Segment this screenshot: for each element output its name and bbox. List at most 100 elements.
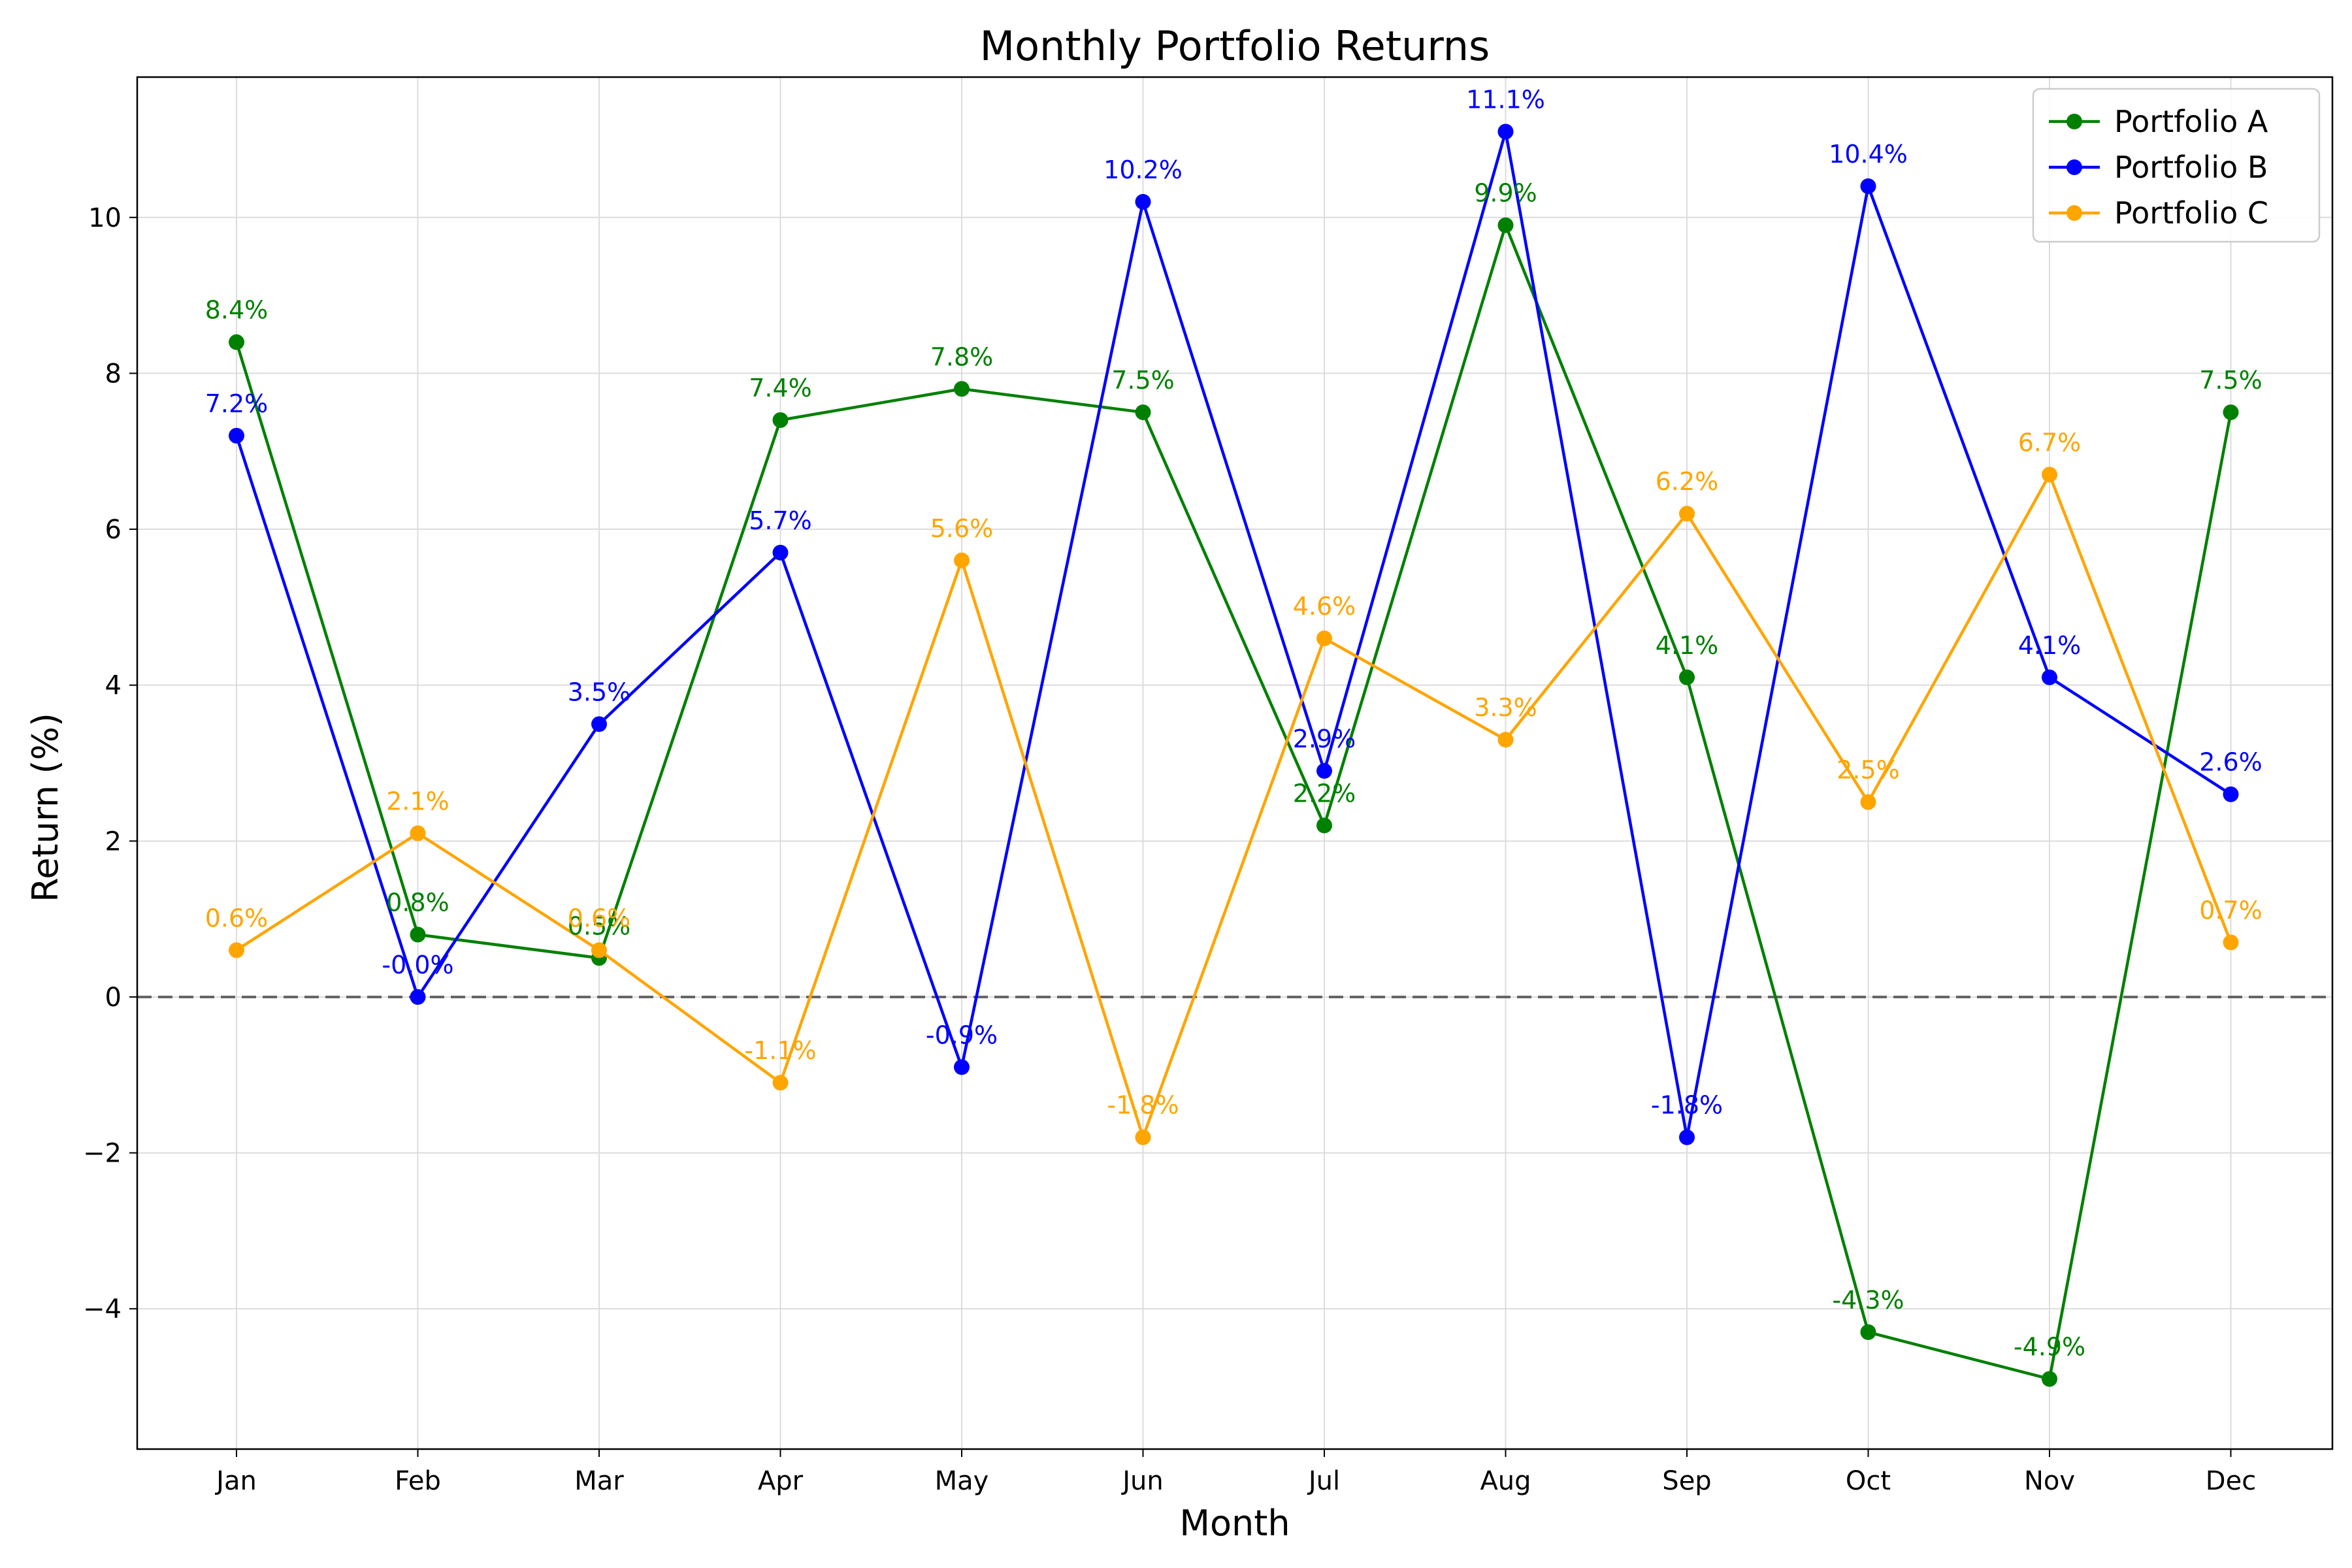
- portfolio-b-point: [1316, 762, 1332, 779]
- portfolio-b-value-label: 3.5%: [568, 678, 631, 706]
- portfolio-c-value-label: 0.6%: [205, 904, 269, 932]
- portfolio-a-legend-marker: [2066, 114, 2082, 129]
- portfolio-a-point: [1679, 669, 1695, 685]
- portfolio-a-value-label: -4.9%: [2014, 1333, 2085, 1362]
- portfolio-c-point: [591, 942, 607, 958]
- data-labels: 8.4% 0.8% 0.5% 7.4% 7.8% 7.5% 2.2% 9.9% 4.1% -4.3…: [205, 86, 2262, 1362]
- portfolio-a-value-label: 7.8%: [930, 342, 994, 371]
- portfolio-c-legend-marker: [2066, 205, 2082, 221]
- portfolio-c-value-label: 5.6%: [930, 514, 994, 543]
- portfolio-b-value-label: 10.4%: [1829, 140, 1908, 169]
- portfolio-c-value-label: 2.1%: [386, 787, 449, 815]
- x-tick-label: May: [935, 1466, 989, 1496]
- portfolio-c-value-label: -1.8%: [1107, 1091, 1179, 1120]
- portfolio-b-legend-label: Portfolio B: [2114, 150, 2268, 185]
- portfolio-c-line: [235, 473, 2232, 1139]
- portfolio-a-point: [1860, 1324, 1876, 1341]
- portfolio-b-point: [772, 544, 789, 561]
- portfolio-b-value-label: 5.7%: [749, 506, 812, 535]
- portfolio-a-value-label: 0.5%: [568, 911, 631, 940]
- portfolio-c-point: [410, 825, 426, 841]
- portfolio-a-point: [410, 926, 426, 943]
- series-layer: [229, 123, 2239, 1387]
- x-tick-label: Jan: [214, 1466, 257, 1496]
- portfolio-a-value-label: 7.5%: [2199, 366, 2262, 395]
- y-tick-label: −4: [83, 1294, 122, 1324]
- portfolio-c-point: [2042, 466, 2057, 483]
- portfolio-c-point: [1860, 794, 1876, 810]
- portfolio-b-point: [2042, 669, 2057, 685]
- x-tick-label: Sep: [1662, 1466, 1711, 1496]
- portfolio-b-value-label: -0.0%: [382, 951, 453, 979]
- portfolio-b-point: [1679, 1129, 1695, 1145]
- y-tick-label: 0: [105, 983, 122, 1013]
- portfolio-a-point: [772, 412, 789, 428]
- portfolio-b-value-label: 4.1%: [2018, 631, 2082, 660]
- portfolio-c-point: [954, 552, 970, 568]
- portfolio-c-point: [229, 942, 244, 958]
- portfolio-b-value-label: 7.2%: [205, 389, 269, 418]
- chart-title: Monthly Portfolio Returns: [980, 22, 1490, 70]
- portfolio-a-value-label: -4.3%: [1832, 1286, 1904, 1315]
- portfolio-b-point: [591, 716, 607, 732]
- portfolio-c-point: [1497, 732, 1514, 748]
- portfolio-c-legend-label: Portfolio C: [2114, 195, 2268, 231]
- portfolio-a-point: [2042, 1371, 2057, 1387]
- x-tick-label: Apr: [758, 1466, 804, 1496]
- portfolio-c-value-label: 2.5%: [1837, 756, 1900, 785]
- x-tick-label: Dec: [2206, 1466, 2256, 1496]
- x-tick-label: Oct: [1846, 1466, 1891, 1496]
- portfolio-c-point: [772, 1075, 789, 1091]
- portfolio-c-value-label: 0.6%: [568, 904, 631, 932]
- x-tick-label: Aug: [1480, 1466, 1531, 1496]
- portfolio-b-point: [1135, 193, 1151, 210]
- portfolio-b-point: [1860, 178, 1876, 195]
- portfolio-b-point: [954, 1059, 970, 1075]
- portfolio-a-point: [954, 381, 970, 397]
- portfolio-a-point: [2223, 404, 2239, 421]
- portfolio-a-legend-label: Portfolio A: [2114, 104, 2268, 139]
- portfolio-c-value-label: 6.2%: [1656, 467, 1719, 496]
- portfolio-b-point: [1497, 123, 1514, 140]
- portfolio-b-value-label: 2.6%: [2199, 748, 2262, 777]
- portfolio-a-value-label: 8.4%: [205, 296, 269, 325]
- portfolio-b-point: [229, 427, 244, 444]
- portfolio-a-value-label: 2.2%: [1293, 779, 1356, 808]
- x-tick-label: Mar: [574, 1466, 624, 1496]
- portfolio-b-legend-marker: [2066, 159, 2082, 175]
- portfolio-a-value-label: 7.5%: [1111, 366, 1175, 395]
- portfolio-c-point: [1679, 506, 1695, 522]
- x-tick-label: Nov: [2024, 1466, 2075, 1496]
- y-tick-label: −2: [83, 1139, 122, 1169]
- portfolio-b-line: [235, 130, 2232, 1139]
- axis-ticks: Jan Feb Mar Apr May Jun Jul Aug Sep Oct Nov Dec −4 −2…: [83, 203, 2256, 1496]
- x-tick-label: Jun: [1120, 1466, 1164, 1496]
- portfolio-c-point: [1135, 1129, 1151, 1145]
- y-tick-label: 4: [105, 671, 122, 701]
- portfolio-b-value-label: 10.2%: [1103, 155, 1183, 184]
- portfolio-c-value-label: 0.7%: [2199, 896, 2262, 924]
- grid-lines: [137, 77, 2332, 1449]
- y-axis-title: Return (%): [25, 713, 66, 902]
- portfolio-c-point: [2223, 934, 2239, 951]
- portfolio-c-value-label: 3.3%: [1474, 693, 1537, 722]
- portfolio-a-value-label: 9.9%: [1474, 179, 1537, 208]
- portfolio-c-point: [1316, 630, 1332, 647]
- y-tick-label: 2: [105, 826, 122, 857]
- portfolio-a-point: [229, 334, 244, 350]
- portfolio-a-value-label: 0.8%: [386, 889, 449, 917]
- portfolio-a-point: [1316, 817, 1332, 834]
- portfolio-c-value-label: -1.1%: [744, 1036, 816, 1065]
- plot-frame: [136, 76, 2334, 1450]
- portfolio-b-point: [410, 988, 426, 1005]
- portfolio-a-point: [1135, 404, 1151, 421]
- portfolio-a-value-label: 4.1%: [1656, 631, 1719, 660]
- x-tick-label: Feb: [395, 1466, 441, 1496]
- legend: Portfolio A Portfolio B Portfolio C: [2032, 88, 2321, 243]
- portfolio-c-value-label: 4.6%: [1293, 592, 1356, 621]
- portfolio-c-value-label: 6.7%: [2018, 429, 2082, 457]
- portfolio-b-point: [2223, 786, 2239, 802]
- portfolio-a-point: [1497, 217, 1514, 233]
